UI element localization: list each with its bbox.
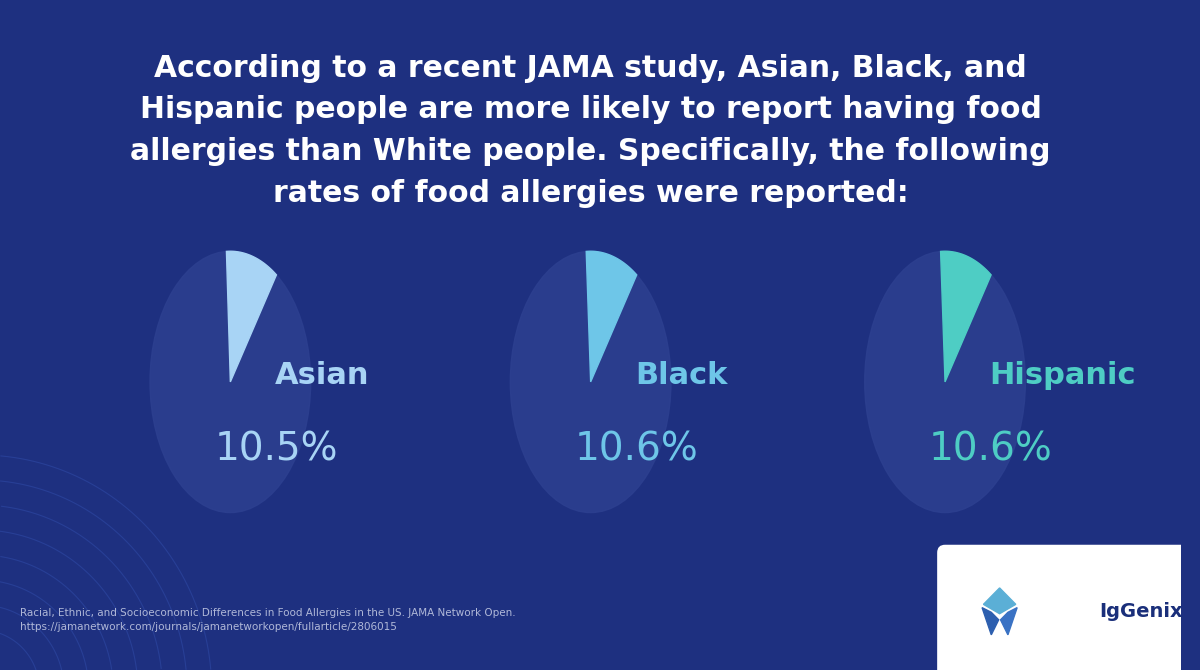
Polygon shape (587, 251, 637, 382)
Polygon shape (982, 608, 998, 635)
Ellipse shape (510, 251, 671, 513)
Text: Racial, Ethnic, and Socioeconomic Differences in Food Allergies in the US. JAMA : Racial, Ethnic, and Socioeconomic Differ… (19, 608, 515, 632)
Text: 10.6%: 10.6% (929, 431, 1052, 469)
Text: 10.6%: 10.6% (575, 431, 698, 469)
Ellipse shape (865, 251, 1025, 513)
Polygon shape (227, 251, 276, 382)
Polygon shape (984, 588, 1015, 614)
Ellipse shape (150, 251, 311, 513)
Text: IgGenix: IgGenix (1099, 602, 1182, 621)
Text: According to a recent JAMA study, Asian, Black, and
Hispanic people are more lik: According to a recent JAMA study, Asian,… (131, 54, 1051, 208)
Text: Asian: Asian (275, 361, 370, 390)
Polygon shape (941, 251, 991, 382)
Text: Black: Black (635, 361, 727, 390)
Polygon shape (1001, 608, 1018, 635)
Text: 10.5%: 10.5% (215, 431, 337, 469)
Text: Hispanic: Hispanic (989, 361, 1135, 390)
FancyBboxPatch shape (937, 545, 1200, 670)
